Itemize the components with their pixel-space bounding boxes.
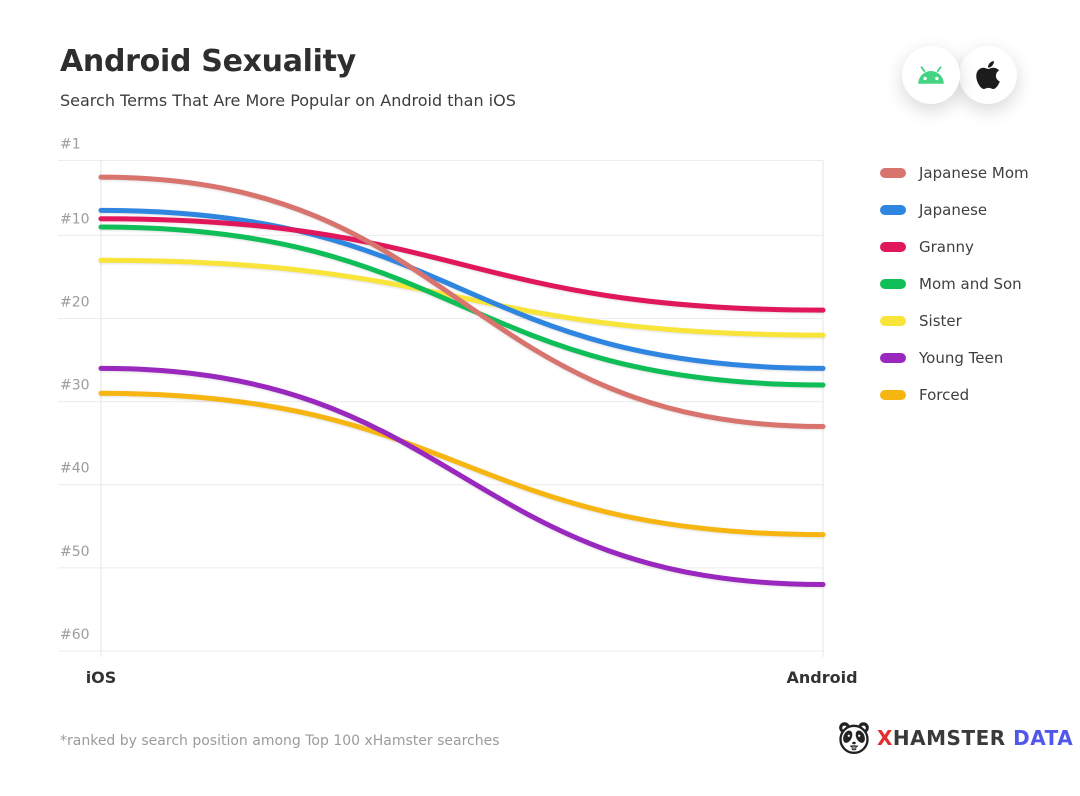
legend-label: Granny bbox=[919, 237, 974, 256]
legend-swatch bbox=[880, 204, 906, 215]
legend: Japanese Mom Japanese Granny Mom and Son Sis… bbox=[880, 154, 1029, 413]
line-mom-and-son bbox=[98, 224, 826, 388]
brand-logo-text: XHAMSTER DATA bbox=[877, 726, 1073, 750]
line-japanese-mom bbox=[98, 174, 826, 430]
line-granny bbox=[98, 216, 826, 313]
hamster-face-icon bbox=[839, 722, 869, 755]
logo-x: X bbox=[877, 726, 893, 750]
apple-logo-icon bbox=[976, 61, 1000, 89]
logo-data: DATA bbox=[1013, 726, 1074, 750]
line-sister bbox=[98, 257, 826, 338]
legend-label: Japanese Mom bbox=[919, 163, 1029, 182]
page-subtitle: Search Terms That Are More Popular on An… bbox=[60, 91, 516, 110]
legend-item: Japanese bbox=[880, 191, 1029, 228]
legend-item: Young Teen bbox=[880, 339, 1029, 376]
y-tick-label: #60 bbox=[60, 627, 90, 643]
y-tick-label: #50 bbox=[60, 544, 90, 560]
page-title: Android Sexuality bbox=[60, 44, 356, 79]
legend-label: Forced bbox=[919, 385, 970, 404]
legend-item: Forced bbox=[880, 376, 1029, 413]
brand-logo: XHAMSTER DATA bbox=[836, 720, 1073, 756]
line-young-teen bbox=[98, 365, 826, 587]
legend-swatch bbox=[880, 389, 906, 400]
legend-label: Young Teen bbox=[919, 348, 1004, 367]
legend-item: Mom and Son bbox=[880, 265, 1029, 302]
legend-label: Japanese bbox=[919, 200, 988, 219]
y-tick-label: #20 bbox=[60, 294, 90, 310]
legend-swatch bbox=[880, 167, 906, 178]
legend-swatch bbox=[880, 352, 906, 363]
legend-swatch bbox=[880, 241, 906, 252]
logo-hamster: HAMSTER bbox=[892, 726, 1006, 750]
legend-swatch bbox=[880, 315, 906, 326]
y-tick-label: #40 bbox=[60, 461, 90, 477]
y-tick-label: #1 bbox=[60, 137, 81, 153]
y-tick-label: #30 bbox=[60, 378, 90, 394]
legend-item: Granny bbox=[880, 228, 1029, 265]
x-axis-label-ios: iOS bbox=[85, 668, 117, 687]
legend-label: Mom and Son bbox=[919, 274, 1022, 293]
legend-label: Sister bbox=[919, 311, 962, 330]
apple-badge bbox=[959, 46, 1017, 104]
x-axis-label-android: Android bbox=[786, 668, 858, 687]
line-japanese bbox=[98, 207, 826, 371]
android-robot-icon bbox=[918, 66, 944, 84]
android-badge bbox=[902, 46, 960, 104]
y-tick-label: #10 bbox=[60, 211, 90, 227]
line-forced bbox=[98, 390, 826, 538]
legend-item: Japanese Mom bbox=[880, 154, 1029, 191]
legend-item: Sister bbox=[880, 302, 1029, 339]
legend-swatch bbox=[880, 278, 906, 289]
footnote: *ranked by search position among Top 100… bbox=[60, 733, 500, 749]
